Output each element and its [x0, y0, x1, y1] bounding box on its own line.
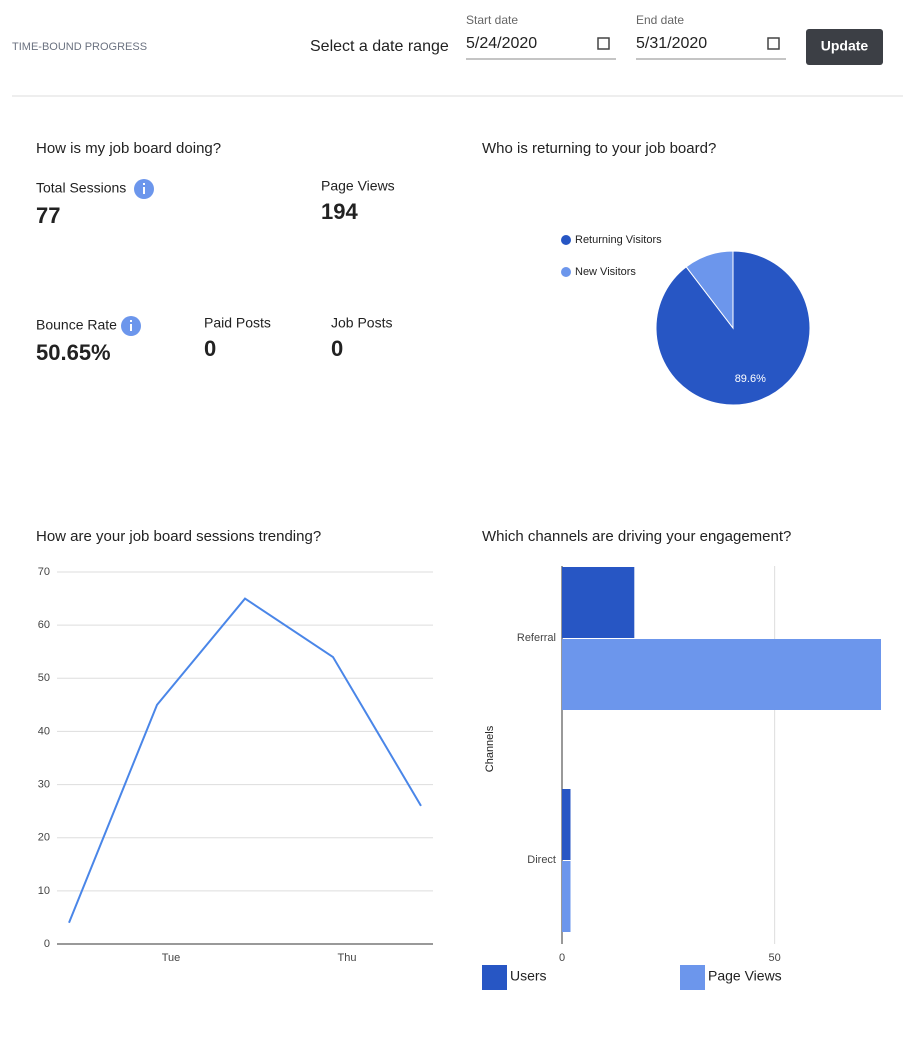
y-axis-label: Channels	[484, 725, 496, 772]
legend-swatch	[561, 235, 571, 245]
page-title: TIME-BOUND PROGRESS	[12, 41, 147, 53]
x-tick-label: 0	[559, 952, 565, 964]
button-label[interactable]: Update	[821, 38, 869, 54]
input-value: 5/31/2020	[636, 35, 707, 52]
info-icon[interactable]	[121, 316, 141, 336]
calendar-icon[interactable]	[767, 37, 780, 50]
y-tick-label: 10	[38, 885, 50, 897]
y-tick-label: 20	[38, 832, 50, 844]
metric-label: Paid Posts	[204, 315, 271, 331]
slice-label: 89.6%	[735, 373, 766, 385]
y-tick-label: Referral	[517, 632, 556, 644]
info-glyph	[130, 324, 132, 331]
pie-slice	[655, 250, 811, 406]
y-tick-label: 0	[44, 938, 50, 950]
range-label: Select a date range	[310, 38, 449, 55]
input-label: End date	[636, 13, 684, 27]
x-tick-label: Tue	[162, 952, 181, 964]
line-series	[68, 597, 422, 924]
chart-title: Which channels are driving your engageme…	[482, 528, 791, 545]
y-tick-label: 50	[38, 672, 50, 684]
info-glyph	[143, 187, 145, 194]
y-tick-label: 30	[38, 778, 50, 790]
chart-title: Who is returning to your job board?	[482, 140, 716, 157]
metric-label: Bounce Rate	[36, 317, 117, 333]
y-tick-label: Direct	[527, 854, 556, 866]
input-label: Start date	[466, 13, 518, 27]
y-tick-label: 60	[38, 619, 50, 631]
panel-title: How is my job board doing?	[36, 140, 221, 157]
info-glyph	[143, 183, 145, 185]
info-icon[interactable]	[134, 179, 154, 199]
bar	[562, 789, 571, 860]
input-value: 5/24/2020	[466, 35, 537, 52]
legend-swatch	[680, 965, 705, 990]
bar	[562, 567, 635, 638]
pie-slice	[685, 250, 734, 330]
y-tick-label: 70	[38, 566, 50, 578]
legend-label: Page Views	[708, 968, 782, 984]
button-bg[interactable]	[806, 29, 883, 65]
metric-label: Total Sessions	[36, 180, 126, 196]
metric-value: 194	[321, 199, 358, 224]
metric-value: 0	[331, 336, 343, 361]
update-button[interactable]: Update	[806, 29, 883, 65]
legend-label: Returning Visitors	[575, 234, 662, 246]
legend-swatch	[561, 267, 571, 277]
metric-label: Job Posts	[331, 315, 392, 331]
legend-label: Users	[510, 968, 547, 984]
metric-label: Page Views	[321, 178, 395, 194]
x-tick-label: 50	[769, 952, 781, 964]
metric-value: 50.65%	[36, 340, 111, 365]
info-glyph	[130, 320, 132, 322]
metric-value: 0	[204, 336, 216, 361]
end-date-input[interactable]: End date 5/31/2020	[636, 13, 786, 60]
start-date-input[interactable]: Start date 5/24/2020	[466, 13, 616, 60]
bar	[562, 861, 571, 932]
calendar-icon[interactable]	[597, 37, 610, 50]
y-tick-label: 40	[38, 725, 50, 737]
x-tick-label: Thu	[338, 952, 357, 964]
bar	[562, 639, 881, 710]
legend-swatch	[482, 965, 507, 990]
metric-value: 77	[36, 203, 60, 228]
chart-title: How are your job board sessions trending…	[36, 528, 321, 545]
legend-label: New Visitors	[575, 266, 636, 278]
